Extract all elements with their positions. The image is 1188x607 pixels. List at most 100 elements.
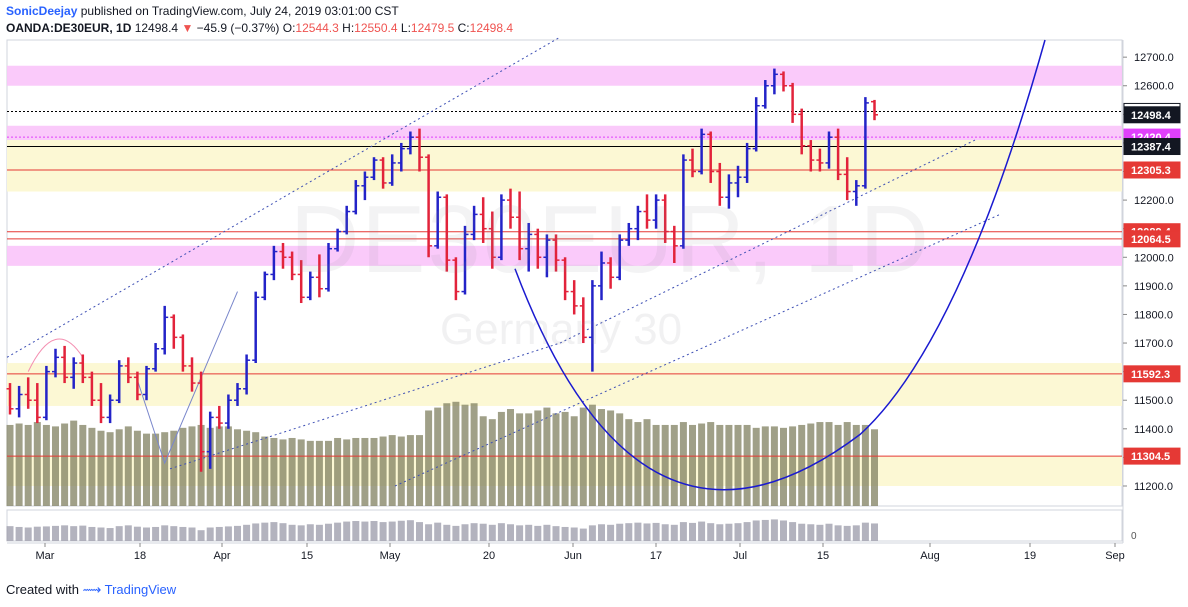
volume-bar [79,424,87,506]
volume-bar [88,427,96,506]
x-tick-label: May [380,550,401,562]
oscillator-bar [352,521,360,541]
y-tick-label: 11200.0 [1134,481,1173,493]
volume-bar [161,432,169,506]
volume-bar [497,411,505,506]
oscillator-bar [425,524,433,541]
oscillator-bar [161,525,169,541]
volume-bar [607,410,615,506]
oscillator-bar [698,521,706,541]
channel-upper-line [6,36,561,358]
x-tick-label: Aug [920,550,940,562]
volume-bar [825,422,833,506]
volume-bar [24,424,32,506]
volume-bar [834,424,842,506]
volume-bar [588,404,596,506]
oscillator-bar [224,526,232,541]
volume-bar [52,426,59,506]
volume-bar [297,439,305,506]
oscillator-bar [479,523,487,541]
price-label-box [1123,161,1181,179]
oscillator-bar [852,525,860,541]
volume-bar [561,411,569,506]
oscillator-bar [725,523,733,541]
oscillator-bar [543,524,551,541]
y-tick-label: 11700.0 [1134,338,1173,350]
volume-bar [397,436,405,506]
volume-bar [525,413,533,506]
volume-bar [270,437,278,506]
wave-arrow-line [136,291,238,465]
price-label-box [1123,230,1181,248]
down-arrow-icon: ▼ [181,21,194,35]
chart-header: SonicDeejay published on TradingView.com… [6,4,513,36]
volume-bar [780,427,787,506]
oscillator-bar [798,523,806,541]
volume-bar [234,429,241,506]
volume-bar [725,424,733,506]
x-tick-label: 19 [1024,550,1036,562]
oscillator-bar [215,526,223,541]
volume-bar [516,413,524,506]
oscillator-bar [325,523,332,541]
volume-bar [661,424,669,506]
oscillator-bar [70,526,78,541]
author-link[interactable]: SonicDeejay [6,4,78,18]
tradingview-brand[interactable]: TradingView [104,582,177,597]
volume-bar [370,437,378,506]
oscillator-bar [315,524,323,541]
zone-4 [7,363,1122,406]
volume-bar [552,413,560,506]
volume-bar [871,429,878,506]
oscillator-bar [570,527,578,541]
volume-bar [279,439,287,506]
volume-bar [133,430,141,506]
oscillator-bar [397,520,405,541]
oscillator-bar [206,527,214,541]
x-tick-label: Sep [1105,550,1125,562]
oscillator-bar [179,526,187,541]
oscillator-bar [716,524,724,541]
volume-bar [325,440,332,506]
oscillator-bar [97,527,105,541]
open-value: 12544.3 [295,21,339,35]
volume-bar [852,424,860,506]
oscillator-bar [452,525,460,541]
x-tick-label: Jul [733,550,747,562]
oscillator-bar [625,523,633,541]
oscillator-bar [607,524,615,541]
volume-bar [789,426,797,506]
volume-bar [625,419,633,506]
oscillator-bar [443,524,451,541]
price-label-box [1123,106,1181,124]
oscillator-bar [525,524,533,541]
oscillator-bar [406,520,414,541]
volume-bar [761,426,769,506]
created-with-label: Created with [6,582,79,597]
oscillator-bar [825,523,833,541]
volume-bar [42,424,50,506]
volume-bar [6,424,14,506]
volume-bar [33,422,41,506]
symbol-name[interactable]: OANDA:DE30EUR, 1D [6,21,132,35]
volume-bar [689,424,696,506]
zone-2 [7,140,1122,192]
oscillator-bar [579,528,587,541]
volume-bar [770,426,778,506]
volume-bar [215,426,223,506]
close-value: 12498.4 [469,21,514,35]
close-label: C: [457,21,470,35]
oscillator-bar [807,524,815,541]
oscillator-bar [24,527,32,541]
volume-bar [579,407,587,506]
volume-bar [124,426,132,506]
volume-bar [843,422,851,506]
oscillator-bar [689,522,696,541]
oscillator-tick-label: 0 [1131,531,1137,542]
oscillator-bar [816,524,824,541]
footer: Created with ⟿ TradingView [6,582,176,598]
oscillator-bar [42,526,50,541]
volume-bar [734,424,742,506]
oscillator-bar [507,524,514,541]
